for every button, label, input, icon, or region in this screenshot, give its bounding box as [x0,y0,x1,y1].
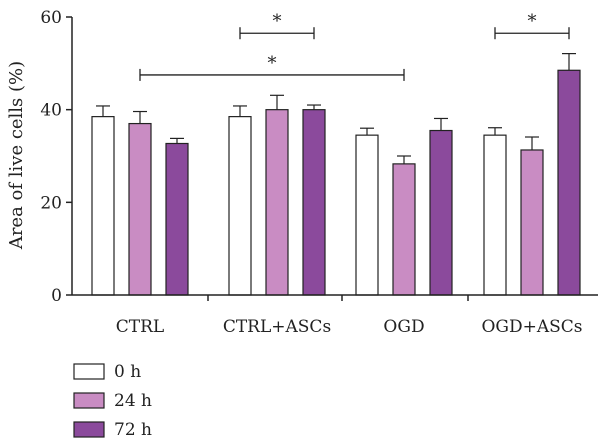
y-axis-title: Area of live cells (%) [6,61,27,250]
bar [520,149,544,296]
significance-label: * [268,53,277,74]
significance-label: * [528,11,537,32]
bar [429,129,453,296]
bar [483,134,507,296]
bar [392,163,416,296]
category-label: CTRL [116,317,164,337]
bar [557,69,581,296]
y-tick-label: 0 [51,286,62,306]
legend-label: 0 h [114,362,141,382]
category-label: OGD+ASCs [481,317,582,337]
bar [355,134,379,296]
bar [265,109,289,296]
legend-swatch [73,392,105,409]
category-label: CTRL+ASCs [223,317,331,337]
legend: 0 h 24 h 72 h [73,362,152,440]
legend-swatch [73,421,105,438]
x-axis: CTRL CTRL+ASCs OGD OGD+ASCs [72,294,598,337]
significance-markers: * * * [139,11,570,81]
y-tick-label: 40 [40,101,62,121]
significance-label: * [273,11,282,32]
y-axis: 0 20 40 60 [40,8,73,306]
legend-label: 24 h [114,391,152,411]
bar [128,122,152,296]
bar [302,109,326,296]
bar [165,142,189,296]
bar [91,116,115,296]
y-tick-label: 20 [40,193,62,213]
bar [228,116,252,296]
bar-marks [91,53,581,296]
category-label: OGD [383,317,424,337]
legend-label: 72 h [114,420,152,440]
y-tick-label: 60 [40,8,62,28]
legend-swatch [73,363,105,380]
